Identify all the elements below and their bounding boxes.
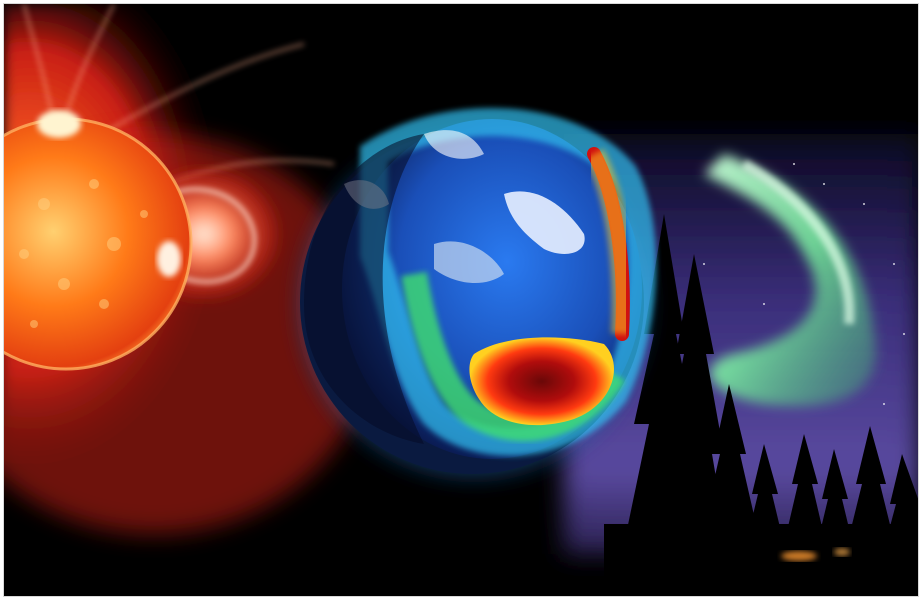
sun-surface-texture (19, 179, 148, 328)
space-weather-illustration (4, 4, 918, 596)
pine-tree-silhouettes (604, 214, 918, 596)
campfire-glow (781, 551, 817, 561)
stars (703, 163, 905, 405)
night-side-shadow (304, 134, 424, 444)
solar-flare (37, 110, 81, 138)
sun-disk (4, 119, 191, 369)
greenland-ice (504, 191, 585, 254)
aurora-curtain (704, 154, 876, 406)
earth-aurora-map (284, 108, 664, 494)
composite-image (3, 3, 919, 597)
auroral-oval-hotspot (469, 337, 614, 426)
